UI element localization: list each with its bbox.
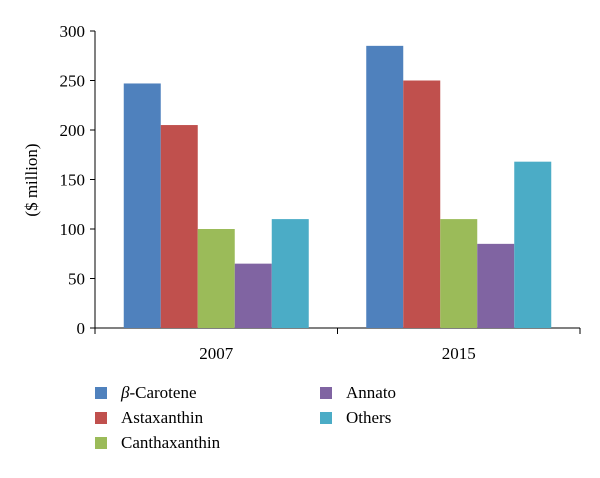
bar (403, 80, 441, 328)
bar (197, 229, 235, 328)
bar (160, 125, 198, 328)
y-axis: 0 50 100 150 200 250 300 (60, 22, 96, 338)
x-tick-label: 2007 (199, 344, 234, 363)
legend-swatch (95, 412, 107, 424)
legend-swatch (320, 387, 332, 399)
y-tick-label: 150 (60, 171, 86, 190)
bar (514, 161, 552, 328)
bar-chart: 0 50 100 150 200 250 300 2007 2015 ($ million) (22, 22, 581, 363)
bars (123, 45, 552, 328)
legend-item-annato: Annato (320, 382, 396, 404)
y-axis-label: ($ million) (22, 143, 41, 216)
legend-label: Canthaxanthin (121, 433, 221, 452)
legend-label: Annato (346, 383, 397, 402)
bar (366, 45, 404, 328)
legend: β-Carotene Astaxanthin Canthaxanthin Ann… (95, 382, 515, 462)
y-tick-label: 300 (60, 22, 86, 41)
bar (271, 219, 309, 328)
legend-item-canthaxanthin: Canthaxanthin (95, 432, 220, 454)
y-tick-label: 200 (60, 121, 86, 140)
legend-swatch (95, 437, 107, 449)
y-tick-label: 50 (68, 270, 85, 289)
legend-item-astaxanthin: Astaxanthin (95, 407, 203, 429)
bar (477, 243, 515, 328)
legend-swatch (95, 387, 107, 399)
legend-item-others: Others (320, 407, 391, 429)
y-tick-label: 0 (77, 319, 86, 338)
bar (123, 83, 161, 328)
legend-label: β-Carotene (121, 383, 197, 402)
legend-item-beta-carotene: β-Carotene (95, 382, 197, 404)
bar (234, 263, 272, 328)
x-tick-label: 2015 (442, 344, 476, 363)
bar (440, 219, 478, 328)
legend-label: Others (346, 408, 392, 427)
y-tick-label: 100 (60, 220, 86, 239)
x-axis: 2007 2015 (94, 327, 581, 363)
legend-label: Astaxanthin (121, 408, 204, 427)
legend-swatch (320, 412, 332, 424)
y-tick-label: 250 (60, 72, 86, 91)
